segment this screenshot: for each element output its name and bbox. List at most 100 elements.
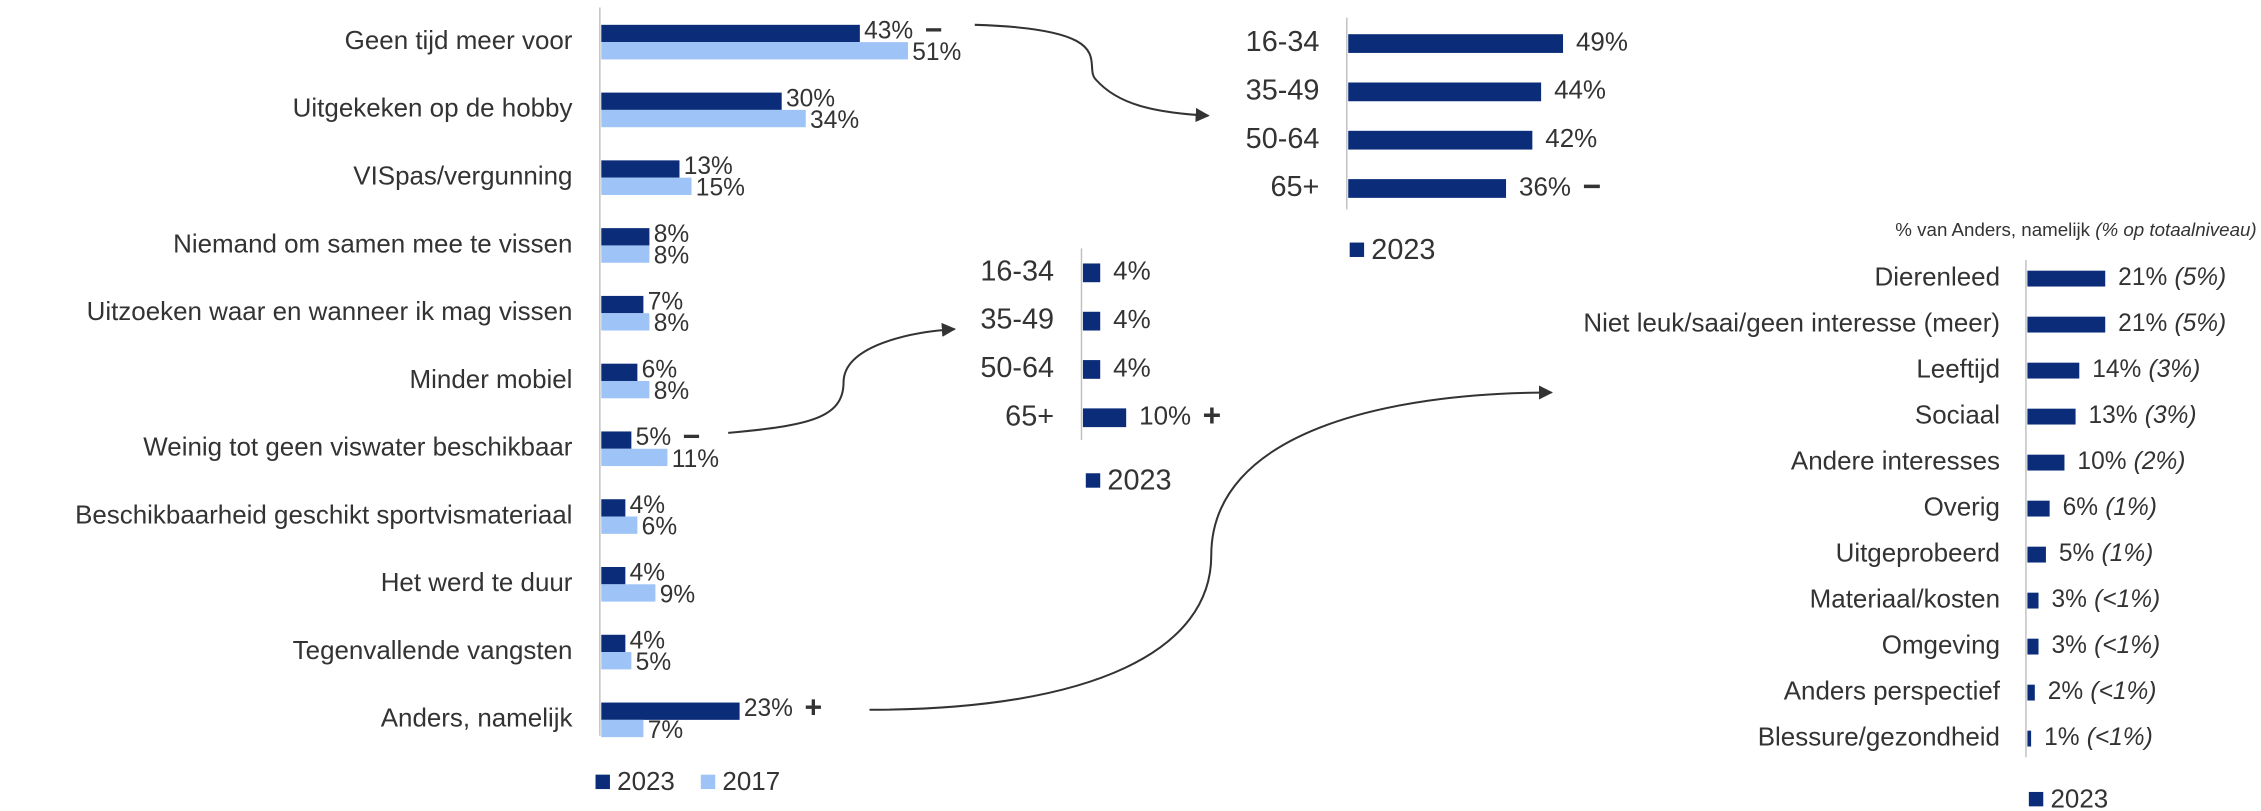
value-label: 42% (1545, 125, 1597, 153)
value-label: 4% (1113, 354, 1151, 382)
value-label: 1% (2044, 724, 2079, 751)
category-label: Anders, namelijk (381, 705, 573, 733)
category-label: Niemand om samen mee te vissen (173, 230, 572, 258)
bar (601, 177, 692, 195)
value-label: 21% (2118, 310, 2167, 337)
category-label: Andere interesses (1791, 447, 2000, 475)
note-label: (<1%) (2094, 632, 2160, 659)
legend-swatch (700, 774, 716, 790)
bar (601, 448, 668, 467)
category-label: 65+ (1005, 400, 1054, 432)
category-label: Tegenvallende vangsten (293, 637, 573, 665)
legend-swatch (2028, 791, 2044, 807)
bar (601, 499, 626, 517)
legend-label: 2023 (2050, 785, 2108, 811)
legend-label: 2017 (722, 768, 780, 796)
value-label: 13% (2089, 402, 2138, 429)
note-label: (2%) (2134, 448, 2186, 475)
value-label: 7% (648, 717, 683, 744)
category-label: Weinig tot geen viswater beschikbaar (143, 434, 573, 462)
value-label: 21% (2118, 264, 2167, 291)
category-label: Dierenleed (1875, 263, 2000, 291)
chart-title: % van Anders, namelijk (% op totaalnivea… (1895, 219, 2256, 240)
bar (601, 92, 782, 110)
value-label: 4% (630, 627, 665, 654)
value-label: 15% (696, 175, 745, 202)
bar (2027, 638, 2039, 655)
value-label: 4% (630, 560, 665, 587)
value-label: 2% (2048, 678, 2083, 705)
bar (601, 652, 632, 670)
note-label: (3%) (2145, 402, 2197, 429)
connector-arrow (869, 385, 1553, 711)
value-label: 10% (1139, 403, 1191, 431)
value-label: 7% (648, 289, 683, 316)
bar (2027, 730, 2032, 747)
bar (601, 516, 638, 534)
bar (601, 42, 908, 60)
category-label: 50-64 (1246, 123, 1320, 155)
category-label: Het werd te duur (381, 569, 573, 597)
value-label: 8% (654, 310, 689, 337)
category-label: Uitzoeken waar en wanneer ik mag vissen (87, 298, 573, 326)
value-label: 6% (642, 356, 677, 383)
value-label: 4% (1113, 258, 1151, 286)
legend-swatch (595, 774, 610, 790)
value-label: 14% (2092, 356, 2141, 383)
bar (2027, 546, 2046, 563)
category-label: 50-64 (980, 352, 1054, 384)
bar (601, 313, 650, 331)
connector-arrow (728, 322, 956, 434)
significance-marker: + (1203, 397, 1222, 433)
category-label: Sociaal (1915, 401, 2000, 429)
value-label: 30% (786, 85, 835, 112)
bar (1348, 179, 1507, 198)
bar (601, 245, 650, 263)
bar (601, 719, 644, 738)
category-label: Uitgekeken op de hobby (293, 95, 573, 123)
value-label: 11% (672, 446, 719, 473)
note-label: (5%) (2174, 310, 2226, 337)
value-label: 4% (630, 492, 665, 519)
bar (2027, 316, 2106, 333)
bar (2027, 500, 2050, 517)
note-label: (1%) (2105, 494, 2157, 521)
category-label: Minder mobiel (410, 366, 573, 394)
significance-marker: − (1582, 168, 1601, 204)
bar (2027, 408, 2076, 425)
category-label: 16-34 (1246, 26, 1320, 58)
value-label: 36% (1519, 173, 1571, 201)
significance-marker: − (925, 14, 943, 47)
value-label: 6% (642, 514, 677, 541)
value-label: 3% (2051, 586, 2086, 613)
bar (1082, 360, 1101, 379)
significance-marker: + (805, 692, 823, 725)
value-label: 3% (2051, 632, 2086, 659)
category-label: Leeftijd (1916, 355, 2000, 383)
category-label: 35-49 (980, 304, 1054, 336)
bar (601, 702, 740, 720)
note-label: (<1%) (2087, 724, 2153, 751)
legend-swatch (1085, 473, 1101, 488)
value-label: 9% (660, 581, 695, 608)
value-label: 49% (1576, 28, 1628, 56)
bar (1082, 311, 1101, 331)
note-label: (5%) (2174, 264, 2226, 291)
bar (2027, 270, 2106, 287)
value-label: 43% (864, 17, 913, 44)
bar (1082, 408, 1127, 428)
subtitle: (% op totaalniveau) (2095, 219, 2256, 240)
value-label: 5% (2059, 540, 2094, 567)
category-label: Uitgeprobeerd (1836, 539, 2000, 567)
value-label: 44% (1554, 77, 1606, 105)
bar (2027, 592, 2039, 609)
title: % van Anders, namelijk (1895, 219, 2090, 240)
note-label: (<1%) (2094, 586, 2160, 613)
category-label: Niet leuk/saai/geen interesse (meer) (1583, 309, 2000, 337)
bar (1348, 82, 1542, 102)
note-label: (3%) (2149, 356, 2201, 383)
note-label: (<1%) (2090, 678, 2156, 705)
bar (601, 109, 806, 128)
value-label: 5% (636, 649, 671, 676)
